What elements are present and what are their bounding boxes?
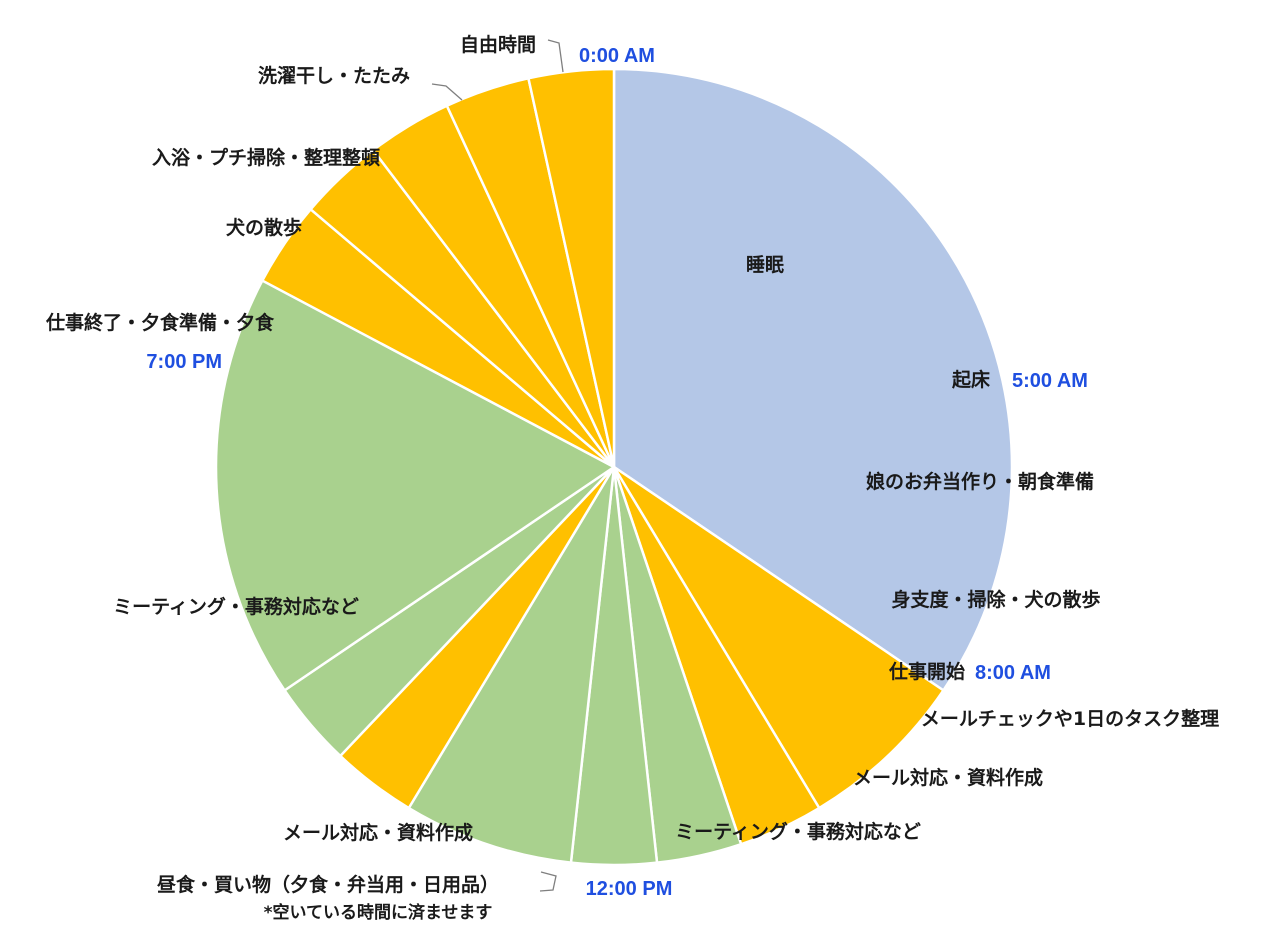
time-marker-0800: 8:00 AM: [975, 662, 1051, 684]
pie-slice-14: [527, 67, 616, 469]
pie-slice-2: [612, 465, 945, 810]
slice-label-12: 入浴・プチ掃除・整理整頓: [152, 146, 380, 169]
slice-labels: 睡眠娘のお弁当作り・朝食準備身支度・掃除・犬の散歩メールチェックや1日のタスク整…: [45, 33, 1219, 896]
pie-slice-6: [407, 465, 616, 864]
slice-label-14: 自由時間: [460, 33, 536, 56]
pie-slices: [214, 67, 1014, 867]
time-marker-1900: 7:00 PM: [146, 351, 222, 373]
slice-label-9: ミーティング・事務対応など: [113, 595, 359, 618]
slice-label-8: メール対応・資料作成: [283, 821, 473, 844]
work-start-annotation: 仕事開始: [888, 660, 965, 683]
pie-slice-9: [214, 279, 616, 692]
slice-label-6: ミーティング・事務対応など: [675, 820, 921, 843]
slice-label-13: 洗濯干し・たたみ: [258, 64, 410, 87]
slice-label-3: 身支度・掃除・犬の散歩: [891, 588, 1100, 611]
time-marker-0500: 5:00 AM: [1012, 370, 1088, 392]
slice-label-10: 仕事終了・夕食準備・夕食: [45, 311, 275, 334]
slice-label-11: 犬の散歩: [226, 216, 302, 239]
slice-label-7: 昼食・買い物（夕食・弁当用・日用品）: [157, 873, 499, 896]
time-marker-0000: 0:00 AM: [579, 45, 655, 67]
slice-label-1: 睡眠: [746, 254, 784, 276]
pie-slice-1: [612, 67, 1014, 692]
leader-line-free-time: [547, 39, 564, 73]
slice-label-4: メールチェックや1日のタスク整理: [921, 707, 1219, 730]
leader-line-lunch: [539, 871, 557, 892]
time-marker-1200: 12:00 PM: [586, 878, 673, 900]
leader-lines: [431, 39, 564, 892]
wake-annotation: 起床: [951, 368, 990, 391]
time-markers: 0:00 AM 5:00 AM 8:00 AM 12:00 PM 7:00 PM: [146, 45, 1088, 900]
slice-label-2: 娘のお弁当作り・朝食準備: [866, 470, 1094, 493]
annotations: 起床 仕事開始 *空いている時間に済ませます: [264, 368, 990, 923]
slice-label-5: メール対応・資料作成: [853, 766, 1043, 789]
footnote: *空いている時間に済ませます: [264, 902, 493, 923]
leader-line-laundry: [431, 83, 463, 101]
